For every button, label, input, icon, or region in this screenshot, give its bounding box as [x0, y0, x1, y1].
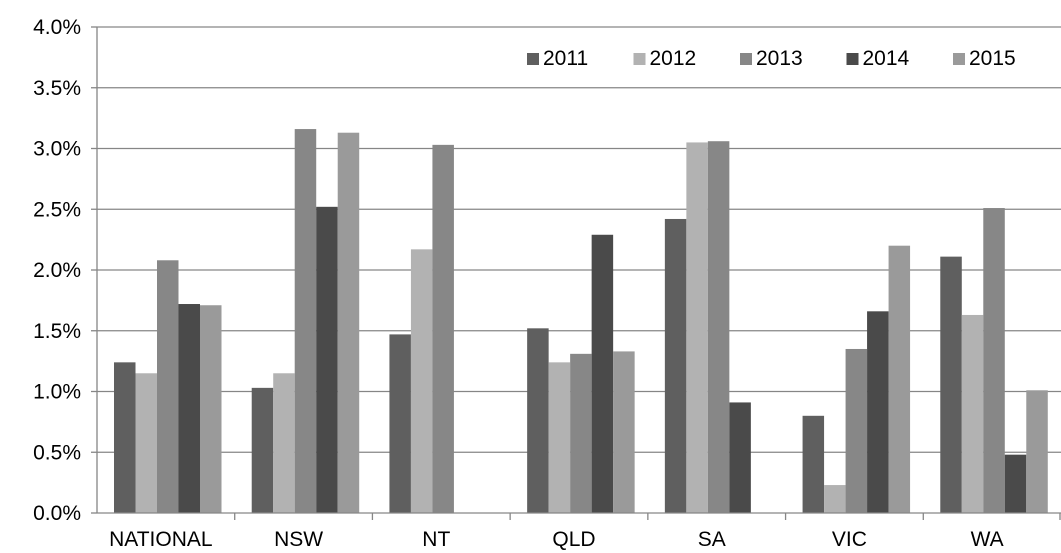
x-tick-label-national: NATIONAL: [109, 528, 212, 551]
bar-sa-2011: [664, 218, 687, 513]
x-tick-label-qld: QLD: [552, 528, 595, 551]
bar-sa-2012: [686, 142, 708, 514]
bar-national-2012: [135, 373, 157, 513]
bar-qld-2013: [570, 353, 592, 513]
bar-nsw-2013: [294, 129, 317, 513]
y-tick-labels: 0.0% 0.5% 1.0% 1.5% 2.0% 2.5% 3.0% 3.5% 4.0%: [33, 16, 81, 525]
bar-national-2011: [114, 362, 136, 513]
legend-label-2014: 2014: [863, 47, 910, 70]
legend-swatch-2012: [633, 53, 646, 65]
bar-qld-2014: [591, 234, 614, 513]
legend-swatch-2011: [527, 53, 539, 65]
bar-vic-2012: [824, 485, 846, 513]
x-tick-label-nsw: NSW: [274, 528, 323, 551]
legend-label-2013: 2013: [756, 47, 803, 70]
y-tick-label: 0.5%: [33, 441, 81, 464]
bar-wa-2013: [983, 208, 1005, 513]
y-tick-label: 3.0%: [33, 138, 81, 161]
legend-label-2012: 2012: [650, 47, 697, 70]
bar-qld-2011: [527, 328, 549, 513]
bar-nt-2011: [389, 334, 411, 513]
bar-vic-2011: [802, 415, 825, 513]
legend-swatch-2014: [846, 53, 859, 65]
bar-vic-2013: [845, 348, 868, 513]
axes: [91, 26, 1061, 520]
legend-label-2015: 2015: [969, 47, 1016, 70]
bar-nt-2013: [432, 144, 454, 514]
bar-wa-2012: [961, 314, 984, 513]
bar-wa-2015: [1026, 390, 1048, 513]
y-tick-label: 1.5%: [33, 320, 81, 343]
bar-national-2013: [157, 260, 179, 513]
y-tick-label: 2.0%: [33, 259, 81, 282]
bar-national-2015: [200, 305, 222, 513]
bar-vic-2014: [867, 311, 889, 513]
legend-label-2011: 2011: [543, 47, 588, 70]
bar-qld-2012: [548, 362, 571, 513]
y-tick-label: 4.0%: [33, 16, 81, 39]
y-tick-label: 1.0%: [33, 381, 81, 404]
x-tick-label-wa: WA: [971, 528, 1004, 551]
bar-nsw-2014: [316, 206, 338, 513]
legend: 2011 2012 2013 2014 2015: [527, 47, 1016, 70]
bar-sa-2013: [707, 141, 730, 513]
bar-nt-2012: [410, 249, 433, 513]
bar-vic-2015: [888, 245, 911, 513]
x-tick-label-sa: SA: [698, 528, 726, 551]
legend-swatch-2015: [953, 53, 965, 65]
y-tick-label: 3.5%: [33, 77, 81, 100]
bars: [114, 129, 1048, 514]
bar-sa-2014: [729, 402, 751, 513]
y-tick-label: 2.5%: [33, 198, 81, 221]
x-tick-label-nt: NT: [422, 528, 450, 551]
legend-swatch-2013: [740, 53, 752, 65]
bar-nsw-2015: [337, 132, 360, 513]
y-tick-label: 0.0%: [33, 502, 81, 525]
bar-wa-2014: [1004, 454, 1027, 513]
x-tick-labels: NATIONAL NSW NT QLD SA VIC WA: [109, 528, 1004, 551]
bar-wa-2011: [940, 256, 962, 513]
bar-nsw-2012: [273, 373, 295, 513]
bar-qld-2015: [613, 351, 635, 513]
bar-nsw-2011: [251, 387, 274, 513]
bar-national-2014: [178, 304, 200, 513]
x-tick-label-vic: VIC: [832, 528, 867, 551]
